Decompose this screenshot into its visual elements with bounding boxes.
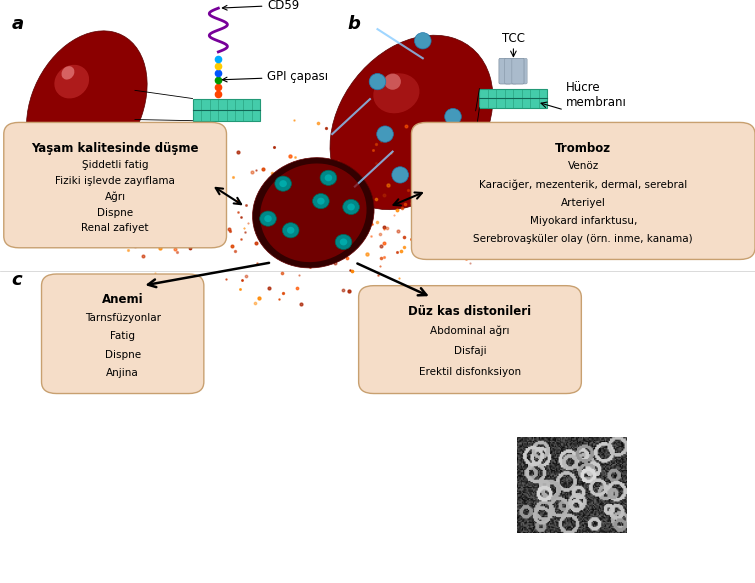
Ellipse shape <box>340 238 347 245</box>
Ellipse shape <box>445 108 461 125</box>
Ellipse shape <box>282 223 299 238</box>
Ellipse shape <box>414 33 431 49</box>
FancyBboxPatch shape <box>512 58 524 84</box>
FancyBboxPatch shape <box>499 58 511 84</box>
Ellipse shape <box>384 73 401 90</box>
Text: Yaşam kalitesinde düşme: Yaşam kalitesinde düşme <box>32 142 199 154</box>
Text: Ağrı: Ağrı <box>105 191 125 202</box>
FancyBboxPatch shape <box>42 274 204 394</box>
Text: b: b <box>347 15 360 33</box>
Ellipse shape <box>392 167 408 183</box>
Ellipse shape <box>325 174 332 181</box>
Text: Anemi: Anemi <box>102 293 143 306</box>
Ellipse shape <box>373 73 420 113</box>
Ellipse shape <box>369 73 386 90</box>
FancyBboxPatch shape <box>359 286 581 394</box>
Ellipse shape <box>54 65 89 99</box>
Ellipse shape <box>253 157 374 268</box>
Ellipse shape <box>275 176 291 191</box>
Text: Tromboz: Tromboz <box>555 142 612 154</box>
FancyBboxPatch shape <box>479 89 547 108</box>
Ellipse shape <box>264 215 272 222</box>
Ellipse shape <box>279 180 287 187</box>
Text: c: c <box>11 271 22 289</box>
Text: Anjina: Anjina <box>106 368 139 378</box>
Text: Dispne: Dispne <box>97 208 133 217</box>
Text: Tarnsfüzyonlar: Tarnsfüzyonlar <box>85 313 161 323</box>
Ellipse shape <box>313 194 329 209</box>
Text: Fiziki işlevde zayıflama: Fiziki işlevde zayıflama <box>55 176 175 186</box>
Text: TCC: TCC <box>502 32 525 45</box>
Ellipse shape <box>347 203 355 210</box>
Text: Arteriyel: Arteriyel <box>561 198 606 208</box>
Ellipse shape <box>330 35 493 210</box>
Text: Venöz: Venöz <box>568 161 599 171</box>
Text: a: a <box>11 15 23 33</box>
Ellipse shape <box>317 198 325 205</box>
Text: Miyokard infarktusu,: Miyokard infarktusu, <box>529 216 637 226</box>
Text: Erektil disfonksiyon: Erektil disfonksiyon <box>419 367 521 377</box>
Ellipse shape <box>26 31 147 179</box>
Text: Fatig: Fatig <box>110 331 135 341</box>
Ellipse shape <box>260 163 366 262</box>
FancyBboxPatch shape <box>505 58 517 84</box>
Text: CD59: CD59 <box>223 0 300 12</box>
Text: Şiddetli fatig: Şiddetli fatig <box>82 160 149 170</box>
Ellipse shape <box>61 66 75 80</box>
FancyBboxPatch shape <box>515 58 527 84</box>
Text: Abdominal ağrı: Abdominal ağrı <box>430 325 510 336</box>
FancyBboxPatch shape <box>4 122 226 248</box>
FancyBboxPatch shape <box>499 58 511 84</box>
Ellipse shape <box>287 227 294 234</box>
Ellipse shape <box>320 170 337 185</box>
Text: Düz kas distonileri: Düz kas distonileri <box>408 305 532 318</box>
Ellipse shape <box>343 199 359 215</box>
Text: Dispne: Dispne <box>105 350 140 360</box>
Text: Renal zafiyet: Renal zafiyet <box>82 223 149 233</box>
Text: GPI çapası: GPI çapası <box>223 71 328 83</box>
Text: Hücre
membranı: Hücre membranı <box>566 81 627 110</box>
Text: Disfaji: Disfaji <box>454 346 486 356</box>
Ellipse shape <box>335 234 352 250</box>
Ellipse shape <box>377 126 393 142</box>
FancyBboxPatch shape <box>193 99 260 121</box>
Text: Karaciğer, mezenterik, dermal, serebral: Karaciğer, mezenterik, dermal, serebral <box>479 179 687 190</box>
Ellipse shape <box>260 211 276 226</box>
FancyBboxPatch shape <box>505 58 517 84</box>
Text: Serebrovaşküler olay (örn. inme, kanama): Serebrovaşküler olay (örn. inme, kanama) <box>473 234 693 244</box>
FancyBboxPatch shape <box>512 58 524 84</box>
FancyBboxPatch shape <box>411 122 755 259</box>
